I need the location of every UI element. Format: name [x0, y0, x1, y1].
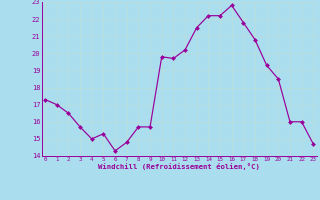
- X-axis label: Windchill (Refroidissement éolien,°C): Windchill (Refroidissement éolien,°C): [98, 163, 260, 170]
